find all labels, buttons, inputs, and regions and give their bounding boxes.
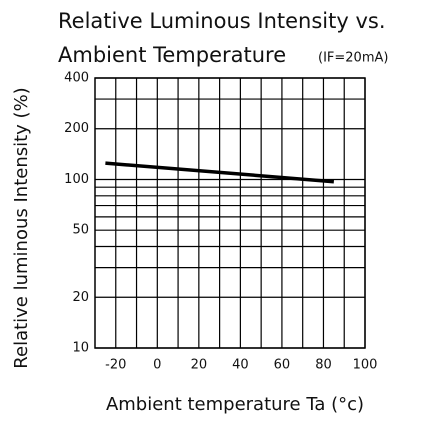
x-tick-label: 20: [191, 358, 208, 373]
x-tick-label: 80: [315, 358, 332, 373]
x-tick-label: 40: [232, 358, 249, 373]
y-tick-label: 400: [64, 71, 89, 86]
chart-title: Relative Luminous Intensity vs.: [58, 9, 386, 33]
x-axis-label: Ambient temperature Ta (°c): [106, 394, 364, 415]
chart-subtitle: Ambient Temperature: [58, 43, 286, 67]
y-tick-label: 50: [72, 223, 89, 238]
plot-frame: [94, 77, 366, 349]
x-tick-label: 0: [153, 358, 161, 373]
x-tick-label: -20: [105, 358, 126, 373]
data-line: [105, 161, 334, 184]
y-tick-label: 200: [64, 121, 89, 136]
y-tick-label: 20: [72, 290, 89, 305]
annotation: (IF=20mA): [318, 51, 388, 66]
y-tick-label: 10: [72, 341, 89, 356]
y-axis-label: Relative luminous Intensity (%): [11, 87, 32, 368]
x-tick-label: 100: [353, 358, 378, 373]
y-tick-label: 100: [64, 172, 89, 187]
x-tick-label: 60: [274, 358, 291, 373]
